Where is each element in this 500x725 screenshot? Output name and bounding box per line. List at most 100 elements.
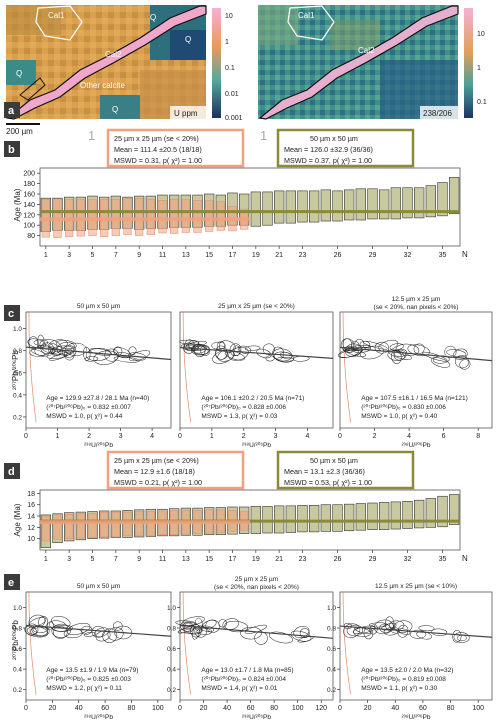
regression-line: [339, 346, 493, 362]
svg-text:25 µm x 25 µm (se < 20%): 25 µm x 25 µm (se < 20%): [114, 456, 199, 465]
map2-unit: 238/206: [423, 109, 452, 118]
data-ellipse: [192, 346, 209, 355]
x-tick-label: 0: [178, 705, 182, 712]
x-tick-label: 0: [24, 433, 28, 440]
data-ellipse: [418, 625, 435, 632]
x-tick-label: 60: [101, 705, 109, 712]
panel-a: Cal1 Cal2 Q Q Q Q Other calcite U ppm 10…: [4, 5, 487, 136]
panel-d-ylabel: Age (Ma): [13, 503, 22, 536]
bar-50um-36: [449, 494, 460, 525]
panel-e: e ²⁰⁷Pb/²⁰⁶Pb 50 µm x 50 µm 0 20 40 60 80 100 0…: [4, 574, 493, 721]
panel-e-ylabel: ²⁰⁷Pb/²⁰⁶Pb: [11, 620, 20, 660]
tw-plot-1: 50 µm x 50 µm 0 1 2 3 4 0.2 0.4 0.6 0.8 1.0 ²³⁸U/²⁰…: [13, 303, 172, 449]
map2-label-cal2: Cal2: [358, 46, 375, 55]
panel-b-ylabel: Age (Ma): [13, 188, 22, 221]
data-ellipse: [80, 625, 93, 635]
bar-25um-5: [88, 512, 97, 538]
stat-initial-ratio: (²⁰⁷Pb/²⁰⁶Pb)₀ = 0.819 ±0.008: [361, 675, 446, 683]
data-ellipse: [431, 628, 448, 636]
x-tick-label: 5: [91, 252, 95, 259]
panel-label-b: b: [8, 144, 15, 156]
stat-age: Age = 13.0 ±1.7 / 1.8 Ma (n=85): [201, 667, 293, 674]
x-tick-label: 15: [205, 556, 213, 563]
bar-50um-19: [250, 191, 261, 227]
x-tick-label: 11: [159, 556, 166, 563]
x-tick-label: 3: [67, 556, 71, 563]
x-tick-label: 23: [299, 556, 307, 563]
tw-plot-3: 12.5 µm x 25 µm(se < 20%, nan pixels < 2…: [338, 296, 493, 449]
data-ellipse: [63, 348, 75, 361]
data-ellipse: [352, 625, 376, 634]
map1-label-q2: Q: [185, 35, 191, 44]
bar-50um-34: [425, 498, 436, 528]
bar-50um-22: [285, 505, 296, 533]
bar-25um-6: [100, 512, 109, 538]
bar-50um-30: [379, 502, 390, 530]
bar-25um-4: [76, 513, 85, 539]
data-ellipse: [113, 356, 140, 363]
plot-frame: [39, 167, 461, 247]
x-tick-label: 0: [338, 433, 342, 440]
bar-50um-21: [274, 190, 285, 224]
bar-25um-2: [53, 514, 62, 540]
x-tick-label: 2: [373, 433, 377, 440]
data-ellipse: [180, 343, 206, 352]
data-ellipse: [453, 348, 468, 360]
y-tick-label: 100: [23, 223, 35, 230]
bar-50um-21: [274, 505, 285, 534]
regression-line: [179, 346, 334, 359]
x-tick-label: 2: [242, 433, 246, 440]
x-tick-label: 7: [114, 556, 118, 563]
x-tick-label: 6: [442, 433, 446, 440]
x-tick-label: 17: [229, 252, 237, 259]
bar-25um-14: [193, 199, 202, 233]
stat-mswd: MSWD = 1.0, p( χ²) = 0.44: [46, 413, 122, 420]
tw-plot-2: 25 µm x 25 µm(se < 20%, nan pixels < 20%…: [167, 576, 334, 721]
y-tick-label: 1.0: [167, 605, 176, 612]
bar-50um-29: [367, 188, 378, 220]
y-tick-label: 0.8: [13, 348, 22, 355]
panel-b-stat-box-2: 50 µm x 50 µm Mean = 126.0 ±32.9 (36/36)…: [276, 128, 415, 168]
data-ellipse: [102, 628, 118, 643]
data-ellipse: [177, 626, 195, 634]
svg-text:MSWD = 0.37, p( χ²) = 1.00: MSWD = 0.37, p( χ²) = 1.00: [284, 156, 372, 165]
y-tick-label: 1.0: [327, 605, 336, 612]
bar-50um-25: [320, 504, 331, 532]
data-ellipse: [112, 621, 123, 631]
plot-title: 12.5 µm x 25 µm (se < 10%): [375, 583, 457, 590]
x-axis-label: ²³⁸U/²⁰⁶Pb: [402, 441, 431, 449]
data-ellipse: [228, 347, 249, 361]
stat-initial-ratio: (²⁰⁷Pb/²⁰⁶Pb)₀ = 0.825 ±0.003: [46, 675, 131, 683]
data-ellipse: [128, 350, 151, 362]
y-tick-label: 0.8: [167, 626, 176, 633]
y-tick-label: 0.2: [13, 687, 22, 694]
panel-label-e: e: [8, 577, 14, 589]
x-tick-label: 40: [223, 705, 231, 712]
panel-b-marker-2: 1: [260, 128, 267, 143]
data-ellipse: [205, 619, 220, 633]
bar-25um-8: [123, 198, 132, 235]
data-ellipse: [238, 345, 252, 354]
bar-50um-35: [437, 495, 448, 528]
x-tick-label: 9: [137, 556, 141, 563]
y-tick-label: 160: [23, 192, 35, 199]
plot-subtitle: (se < 20%, nan pixels < 20%): [374, 304, 459, 311]
x-tick-label: 80: [270, 705, 278, 712]
bar-25um-3: [65, 514, 74, 539]
plot-frame: [25, 311, 172, 429]
x-tick-label: 23: [299, 252, 307, 259]
map1-label-cal2: Cal2: [105, 50, 122, 59]
colorbar-2: 10 1 0.1: [464, 8, 487, 118]
stat-age: Age = 13.5 ±1.9 / 1.9 Ma (n=79): [46, 667, 138, 674]
svg-text:0.1: 0.1: [225, 65, 235, 72]
y-tick-label: 16: [27, 502, 35, 509]
x-tick-label: 20: [200, 705, 208, 712]
plot-subtitle: (se < 20%, nan pixels < 20%): [214, 584, 299, 591]
y-tick-label: 0.4: [13, 667, 22, 674]
x-tick-label: 17: [229, 556, 237, 563]
data-ellipse: [384, 616, 395, 631]
ratio-238-206-map: Cal1 Cal2 238/206: [258, 5, 459, 120]
x-tick-label: 29: [369, 556, 377, 563]
